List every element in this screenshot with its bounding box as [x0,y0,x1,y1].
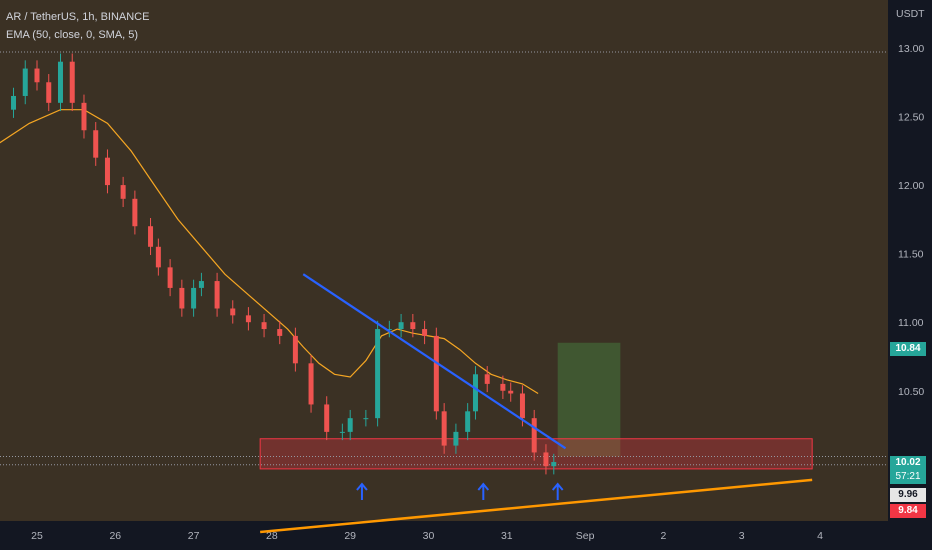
y-tick-label: 12.50 [898,112,924,124]
candle-body [155,246,161,268]
y-tick-label: 11.00 [898,317,924,329]
up-arrow-icon [551,482,564,500]
y-tick-label: 13.00 [898,43,924,55]
x-tick-label: Sep [576,530,595,542]
up-arrow-icon [356,482,368,500]
candle-body [167,267,173,288]
candle-body [531,418,537,453]
candle-body [198,281,204,288]
candle-body [551,462,557,467]
x-tick-label: 27 [188,530,200,542]
target-zone [557,342,621,457]
candle-body [261,322,267,330]
stop-price-badge: 9.84 [890,504,926,518]
demand-zone [259,438,813,470]
y-tick-label: 11.50 [898,249,924,261]
candle-body [339,431,345,433]
symbol-title[interactable]: AR / TetherUS, 1h, BINANCE [6,11,150,23]
support-trendline [260,478,813,534]
candle-body [398,322,404,330]
target-price-badge: 10.84 [890,342,926,356]
x-tick-label: 31 [501,530,513,542]
candle-body [472,374,478,412]
candle-body [11,95,17,110]
candle-body [292,335,298,364]
candle-body [22,68,28,96]
candle-body [386,329,392,331]
y-tick-label: 12.00 [898,180,924,192]
candle-body [179,287,185,309]
resistance-trendline [302,273,567,450]
y-tick-label: 10.50 [898,386,924,398]
countdown-badge: 57:21 [890,470,926,484]
candle-body [347,418,353,432]
candle-body [245,315,251,323]
candle-body [148,226,154,247]
candle-body [441,411,447,446]
x-tick-label: 29 [344,530,356,542]
candle-body [508,390,514,394]
candle-body [104,157,110,186]
candle-body [230,308,236,316]
candle-body [519,393,525,419]
indicator-legend[interactable]: EMA (50, close, 0, SMA, 5) [6,29,139,41]
candle-body [484,374,490,384]
ema-line [0,109,539,395]
candle-body [93,130,99,158]
entry-price-badge: 9.96 [890,488,926,502]
candle-body [308,363,314,405]
candle-body [34,68,40,83]
candle-body [57,61,63,103]
candle-body [410,322,416,330]
candle-body [500,383,506,391]
x-tick-label: 30 [423,530,435,542]
candle-body [46,82,52,103]
candle-body [191,287,197,309]
candle-body [324,404,330,432]
candle-body [363,418,369,420]
up-arrow-icon [477,482,490,500]
currency-label: USDT [896,8,925,20]
candle-body [453,431,459,446]
candle-body [132,198,138,227]
candle-body [214,281,220,309]
x-tick-label: 3 [739,530,745,542]
x-tick-label: 26 [109,530,121,542]
x-tick-label: 28 [266,530,278,542]
candle-body [422,329,428,336]
candle-body [465,411,471,432]
current-price-badge: 10.02 [890,456,926,470]
candle-body [120,185,126,199]
x-tick-label: 4 [817,530,823,542]
x-tick-label: 25 [31,530,43,542]
candle-body [277,329,283,336]
x-tick-label: 2 [660,530,666,542]
candle-body [433,335,439,412]
candle-body [69,61,75,103]
candle-body [81,102,87,131]
candle-body [543,452,549,467]
candle-body [375,329,381,419]
